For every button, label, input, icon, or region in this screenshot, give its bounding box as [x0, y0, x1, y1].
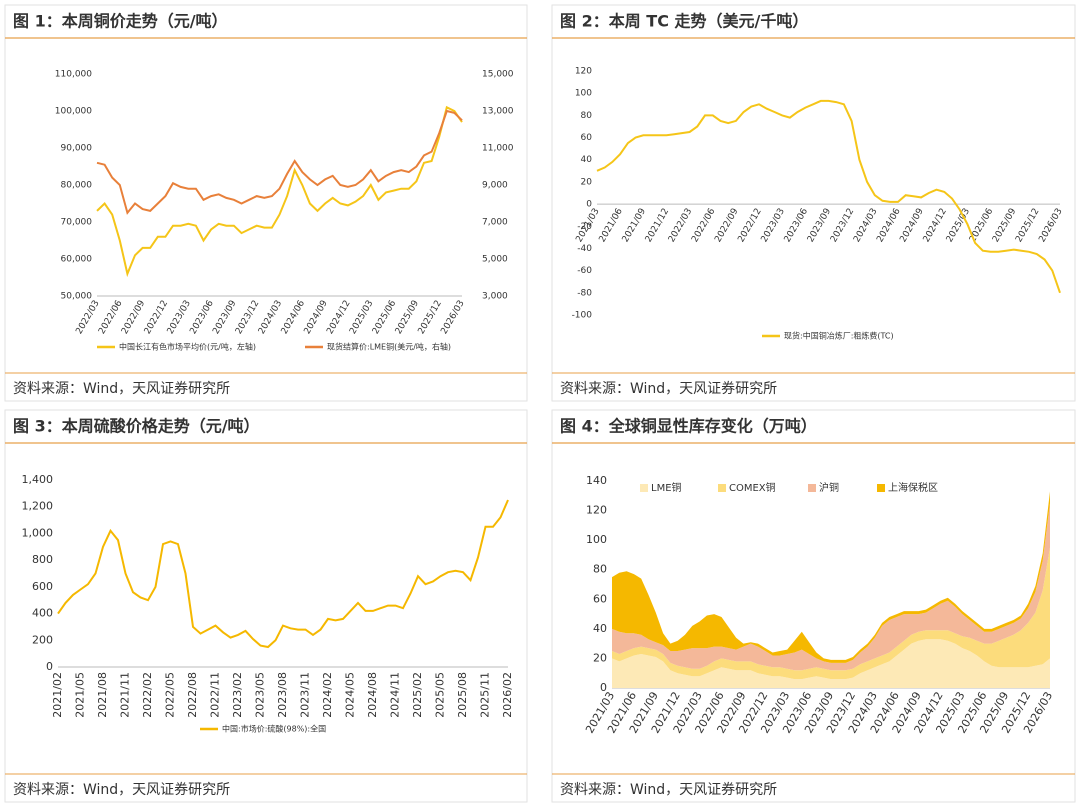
y-tick-label: 11,000 — [482, 144, 514, 154]
series-line — [596, 99, 1061, 294]
y-tick-label: 0 — [586, 200, 592, 210]
x-tick-label: 2026/02 — [501, 672, 514, 718]
legend-label: COMEX铜 — [729, 482, 776, 494]
x-tick-label: 2024/02 — [321, 672, 334, 718]
y-tick-label: 0 — [600, 681, 607, 694]
x-tick-label: 2022/05 — [164, 672, 177, 718]
y-tick-label: 60 — [593, 592, 607, 605]
x-tick-label: 2026/03 — [1037, 207, 1064, 244]
x-tick-label: 2024/08 — [366, 672, 379, 718]
y-tick-label: 140 — [586, 474, 607, 487]
y-tick-label: -40 — [577, 244, 592, 254]
x-tick-label: 2023/08 — [276, 672, 289, 718]
y-tick-label: -100 — [572, 311, 593, 321]
series-line — [96, 105, 463, 278]
y-tick-label: 80 — [581, 111, 593, 121]
x-tick-label: 2022/02 — [141, 672, 154, 718]
y-tick-label: 70,000 — [61, 218, 93, 228]
x-tick-label: 2021/11 — [119, 672, 132, 718]
y-tick-label: 15,000 — [482, 70, 514, 80]
y-tick-label: 40 — [581, 155, 593, 165]
legend-swatch — [877, 484, 885, 492]
source-note: 资料来源：Wind，天风证券研究所 — [560, 782, 777, 798]
y-tick-label: 60,000 — [61, 255, 93, 265]
y-tick-label: 50,000 — [61, 292, 93, 302]
panel-frame — [4, 409, 528, 803]
y-tick-label: 60 — [581, 133, 593, 143]
x-tick-label: 2023/05 — [254, 672, 267, 718]
y-tick-label: 100,000 — [55, 107, 92, 117]
y-tick-label: 5,000 — [482, 255, 508, 265]
y-tick-label: 600 — [32, 580, 53, 593]
legend-label: LME铜 — [651, 482, 682, 494]
y-tick-label: -20 — [577, 222, 592, 232]
series-area — [612, 639, 1050, 688]
y-tick-label: 40 — [593, 622, 607, 635]
panel-frame — [4, 4, 528, 402]
y-tick-label: 9,000 — [482, 181, 508, 191]
y-tick-label: 20 — [581, 177, 593, 187]
y-tick-label: 1,200 — [22, 500, 54, 513]
series-line — [96, 109, 463, 215]
y-tick-label: 80 — [593, 563, 607, 576]
y-tick-label: 1,400 — [22, 473, 54, 486]
legend-label: 中国长江有色市场平均价(元/吨，左轴) — [119, 342, 256, 352]
legend-label: 现货:中国铜冶炼厂:粗炼费(TC) — [784, 331, 894, 341]
y-tick-label: 400 — [32, 607, 53, 620]
panel-title: 图 2：本周 TC 走势（美元/千吨） — [560, 12, 808, 31]
panel-frame — [551, 409, 1076, 803]
y-tick-label: 110,000 — [55, 70, 92, 80]
y-tick-label: -60 — [577, 266, 592, 276]
x-tick-label: 2022/11 — [209, 672, 222, 718]
y-tick-label: 0 — [46, 660, 53, 673]
source-note: 资料来源：Wind，天风证券研究所 — [560, 381, 777, 397]
x-tick-label: 2023/02 — [231, 672, 244, 718]
x-tick-label: 2025/05 — [434, 672, 447, 718]
y-tick-label: 100 — [586, 533, 607, 546]
y-tick-label: 90,000 — [61, 144, 93, 154]
series-area — [612, 503, 1050, 671]
y-tick-label: 200 — [32, 633, 53, 646]
panel-title: 图 4：全球铜显性库存变化（万吨） — [560, 417, 817, 436]
y-tick-label: 80,000 — [61, 181, 93, 191]
y-tick-label: 120 — [575, 67, 592, 77]
y-tick-label: 7,000 — [482, 218, 508, 228]
y-tick-label: 120 — [586, 504, 607, 517]
legend-swatch — [718, 484, 726, 492]
y-tick-label: 13,000 — [482, 107, 514, 117]
series-area — [612, 491, 1050, 663]
x-tick-label: 2024/05 — [344, 672, 357, 718]
y-tick-label: 800 — [32, 553, 53, 566]
legend-swatch — [808, 484, 816, 492]
legend-label: 中国:市场价:硫酸(98%):全国 — [222, 724, 326, 734]
x-tick-label: 2025/02 — [411, 672, 424, 718]
y-tick-label: 3,000 — [482, 292, 508, 302]
y-tick-label: 1,000 — [22, 526, 54, 539]
panel-title: 图 1：本周铜价走势（元/吨） — [13, 12, 228, 31]
source-note: 资料来源：Wind，天风证券研究所 — [13, 381, 230, 397]
legend-label: 上海保税区 — [888, 481, 938, 494]
legend-swatch — [640, 484, 648, 492]
series-line — [57, 499, 509, 649]
panel-title: 图 3：本周硫酸价格走势（元/吨） — [13, 417, 260, 436]
legend-label: 沪铜 — [819, 481, 839, 494]
series-area — [612, 547, 1050, 680]
source-note: 资料来源：Wind，天风证券研究所 — [13, 782, 230, 798]
x-tick-label: 2021/02 — [51, 672, 64, 718]
y-tick-label: -80 — [577, 288, 592, 298]
x-tick-label: 2025/08 — [456, 672, 469, 718]
x-tick-label: 2021/08 — [96, 672, 109, 718]
y-tick-label: 100 — [575, 89, 592, 99]
panel-frame — [551, 4, 1076, 402]
x-tick-label: 2025/11 — [479, 672, 492, 718]
x-tick-label: 2022/08 — [186, 672, 199, 718]
y-tick-label: 20 — [593, 651, 607, 664]
x-tick-label: 2024/11 — [389, 672, 402, 718]
legend-label: 现货结算价:LME铜(美元/吨，右轴) — [327, 342, 451, 352]
x-tick-label: 2021/05 — [74, 672, 87, 718]
x-tick-label: 2023/11 — [299, 672, 312, 718]
